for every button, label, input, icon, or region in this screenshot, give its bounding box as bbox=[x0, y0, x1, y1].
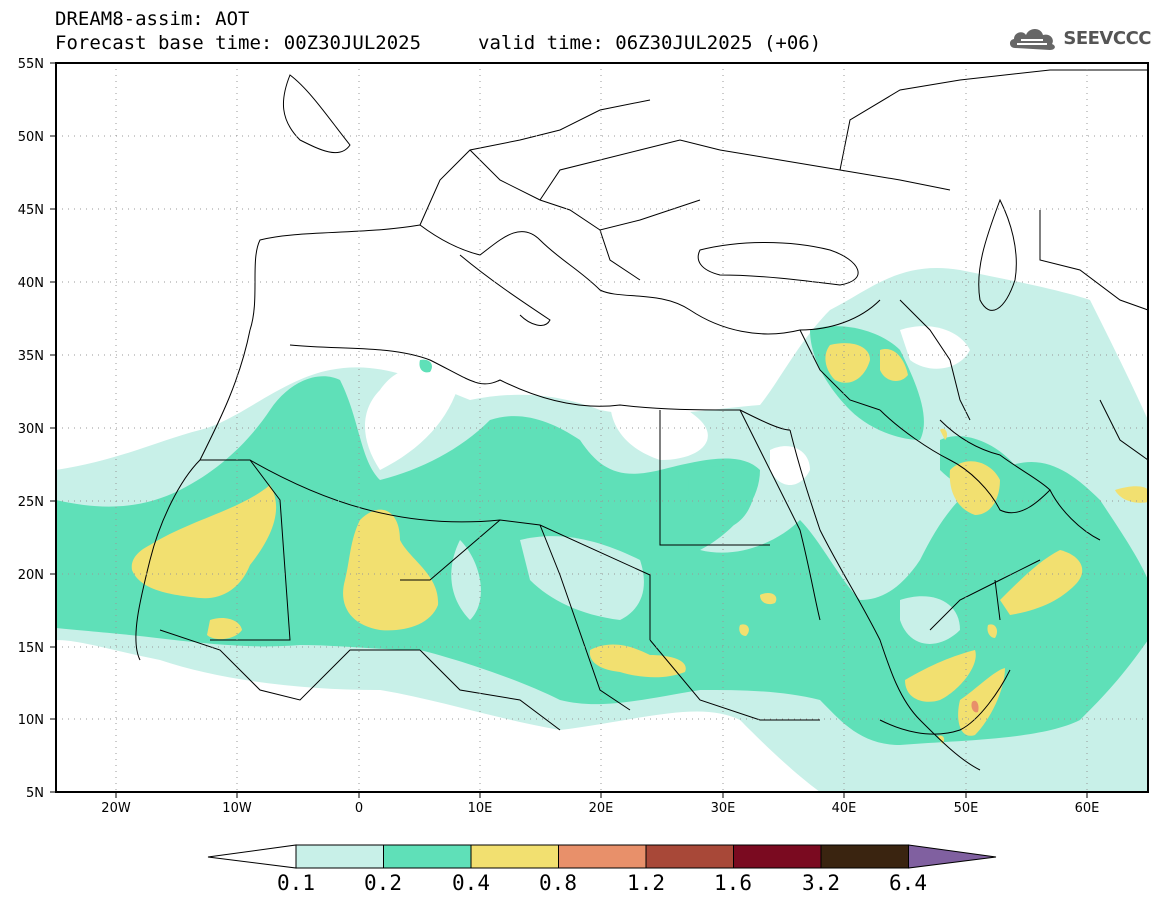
forecast-base-time: Forecast base time: 00Z30JUL2025 bbox=[55, 32, 422, 54]
longitude-labels: 20W 10W 0 10E 20E 30E 40E 50E 60E bbox=[101, 801, 1099, 816]
colorbar-segment bbox=[470, 844, 559, 869]
valid-time: valid time: 06Z30JUL2025 (+06) bbox=[478, 32, 822, 54]
colorbar-segment bbox=[820, 844, 909, 869]
colorbar-segment bbox=[645, 844, 734, 869]
lat-label: 15N bbox=[18, 641, 44, 656]
lon-label: 10W bbox=[222, 801, 252, 816]
colorbar bbox=[207, 844, 997, 869]
lat-label: 25N bbox=[18, 495, 44, 510]
aot-level-0-8 bbox=[971, 700, 979, 713]
lon-label: 10E bbox=[468, 801, 493, 816]
colorbar-segment bbox=[733, 844, 822, 869]
colorbar-label: 0.4 bbox=[452, 871, 490, 895]
colorbar-left-arrow bbox=[207, 844, 297, 869]
colorbar-segment bbox=[558, 844, 647, 869]
latitude-labels: 55N 50N 45N 40N 35N 30N 25N 20N 15N 10N … bbox=[18, 57, 44, 801]
lat-label: 50N bbox=[18, 130, 44, 145]
colorbar-label: 1.2 bbox=[627, 871, 665, 895]
lon-label: 40E bbox=[832, 801, 857, 816]
lat-label: 55N bbox=[18, 57, 44, 72]
colorbar-segment bbox=[295, 844, 384, 869]
lat-label: 10N bbox=[18, 713, 44, 728]
cloud-logo-icon bbox=[1010, 29, 1056, 50]
lon-label: 20W bbox=[101, 801, 131, 816]
lat-label: 45N bbox=[18, 203, 44, 218]
logo-text: SEEVCCC bbox=[1063, 27, 1151, 49]
aot-level-0-4 bbox=[131, 343, 1148, 744]
colorbar-label: 3.2 bbox=[802, 871, 840, 895]
colorbar-right-arrow bbox=[908, 844, 997, 869]
colorbar-label: 0.8 bbox=[539, 871, 577, 895]
axis-ticks bbox=[50, 62, 1088, 798]
lon-label: 30E bbox=[711, 801, 736, 816]
colorbar-label: 0.1 bbox=[277, 871, 315, 895]
lon-label: 60E bbox=[1075, 801, 1100, 816]
coastlines-and-borders bbox=[135, 69, 1148, 771]
seevccc-logo: SEEVCCC bbox=[1007, 24, 1151, 52]
lon-label: 50E bbox=[954, 801, 979, 816]
lat-label: 5N bbox=[26, 786, 44, 801]
graticule bbox=[56, 63, 1148, 792]
colorbar-segment bbox=[383, 844, 472, 869]
lat-label: 35N bbox=[18, 349, 44, 364]
aot-level-0-1-inner bbox=[451, 536, 960, 644]
colorbar-label: 0.2 bbox=[364, 871, 402, 895]
lon-label: 20E bbox=[589, 801, 614, 816]
lat-label: 40N bbox=[18, 276, 44, 291]
colorbar-label: 6.4 bbox=[889, 871, 927, 895]
aot-clear-areas bbox=[365, 326, 970, 532]
map-title: DREAM8-assim: AOT bbox=[55, 8, 250, 30]
lon-label: 0 bbox=[355, 801, 363, 816]
lat-label: 20N bbox=[18, 568, 44, 583]
lat-label: 30N bbox=[18, 422, 44, 437]
colorbar-label: 1.6 bbox=[714, 871, 752, 895]
